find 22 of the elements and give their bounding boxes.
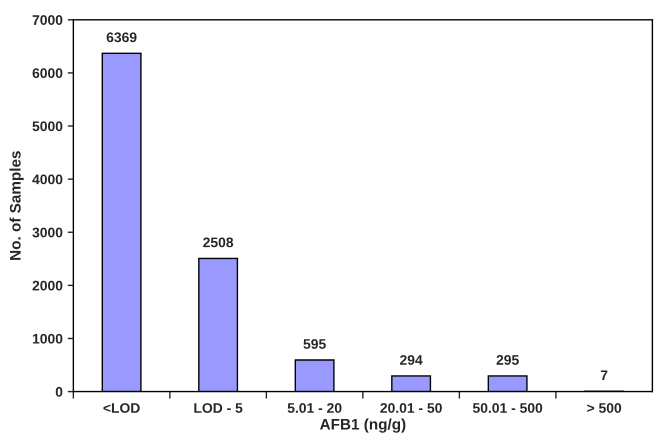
x-axis-title: AFB1 (ng/g) <box>320 418 406 433</box>
y-tick-label: 0 <box>56 386 62 397</box>
x-tick-label: 5.01 - 20 <box>288 403 342 413</box>
y-tick-label: 6000 <box>32 68 62 78</box>
data-label: 595 <box>303 339 326 349</box>
y-tick-label: 4000 <box>32 174 62 184</box>
x-tick-label: > 500 <box>587 403 622 413</box>
data-label: 294 <box>400 355 423 365</box>
y-tick-label: 5000 <box>32 121 62 132</box>
y-axis-title: No. of Samples <box>9 151 24 260</box>
y-tick-label: 7000 <box>32 15 62 25</box>
x-tick-label: 20.01 - 50 <box>380 403 442 413</box>
data-label: 295 <box>496 355 519 365</box>
y-tick-label: 3000 <box>32 228 62 238</box>
data-label: 7 <box>600 370 608 380</box>
x-tick-label: LOD - 5 <box>194 403 242 413</box>
data-label: 2508 <box>203 237 234 248</box>
data-label: 6369 <box>106 32 137 42</box>
x-tick-label: 50.01 - 500 <box>472 403 542 413</box>
x-tick-label: <LOD <box>103 403 140 413</box>
y-tick-label: 2000 <box>32 280 62 291</box>
y-tick-label: 1000 <box>32 334 62 344</box>
